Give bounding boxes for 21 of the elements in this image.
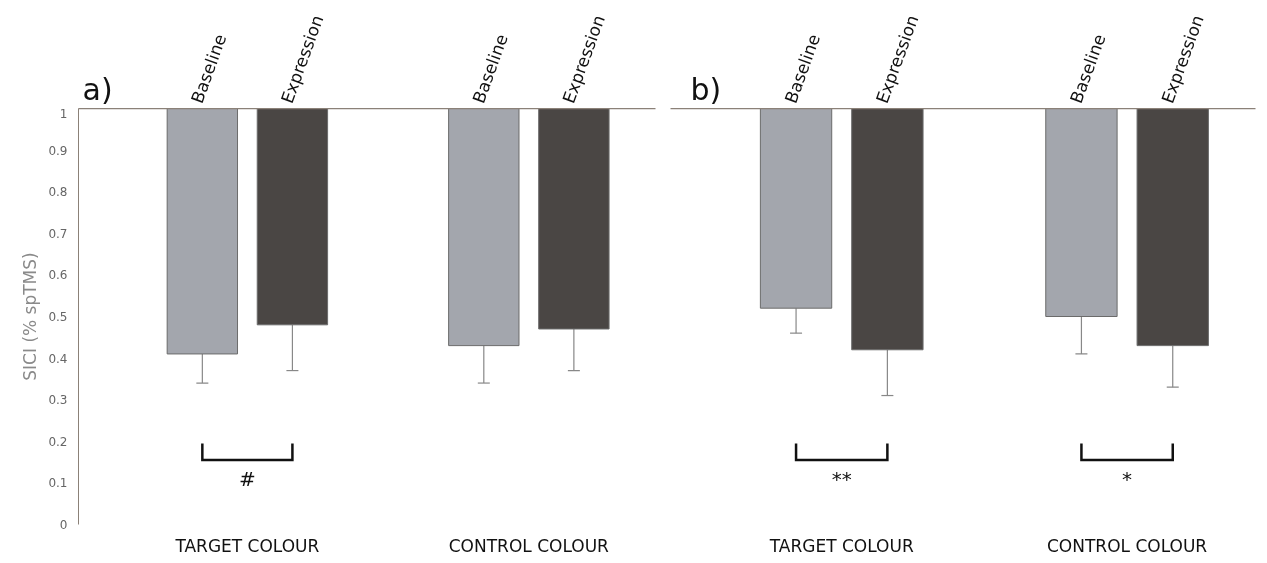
annotation: **	[831, 466, 852, 491]
y-tick-label: 0.3	[48, 393, 68, 408]
y-tick-label: 0.6	[48, 268, 68, 283]
chart-title: a)	[82, 71, 113, 107]
x-tick-label: CONTROL COLOUR	[1047, 535, 1208, 556]
x-tick-label: TARGET COLOUR	[768, 535, 914, 556]
y-tick-label: 0.2	[48, 434, 68, 449]
x-tick-label: CONTROL COLOUR	[448, 535, 610, 556]
y-axis-title: SICI (% spTMS)	[20, 252, 41, 381]
y-tick-label: 1	[59, 106, 68, 121]
y-tick-label: 0.7	[48, 226, 68, 241]
y-tick-label: 0.5	[48, 310, 68, 324]
chart-title: b)	[690, 71, 722, 107]
annotation: *	[1122, 466, 1133, 491]
y-tick-label: 0.9	[48, 143, 68, 158]
y-tick-label: 0.4	[48, 351, 68, 366]
x-tick-label: TARGET COLOUR	[174, 535, 320, 556]
annotation: #	[239, 466, 256, 491]
y-tick-label: 0.8	[48, 185, 68, 200]
y-tick-label: 0	[59, 518, 68, 532]
y-tick-label: 0.1	[48, 476, 68, 491]
